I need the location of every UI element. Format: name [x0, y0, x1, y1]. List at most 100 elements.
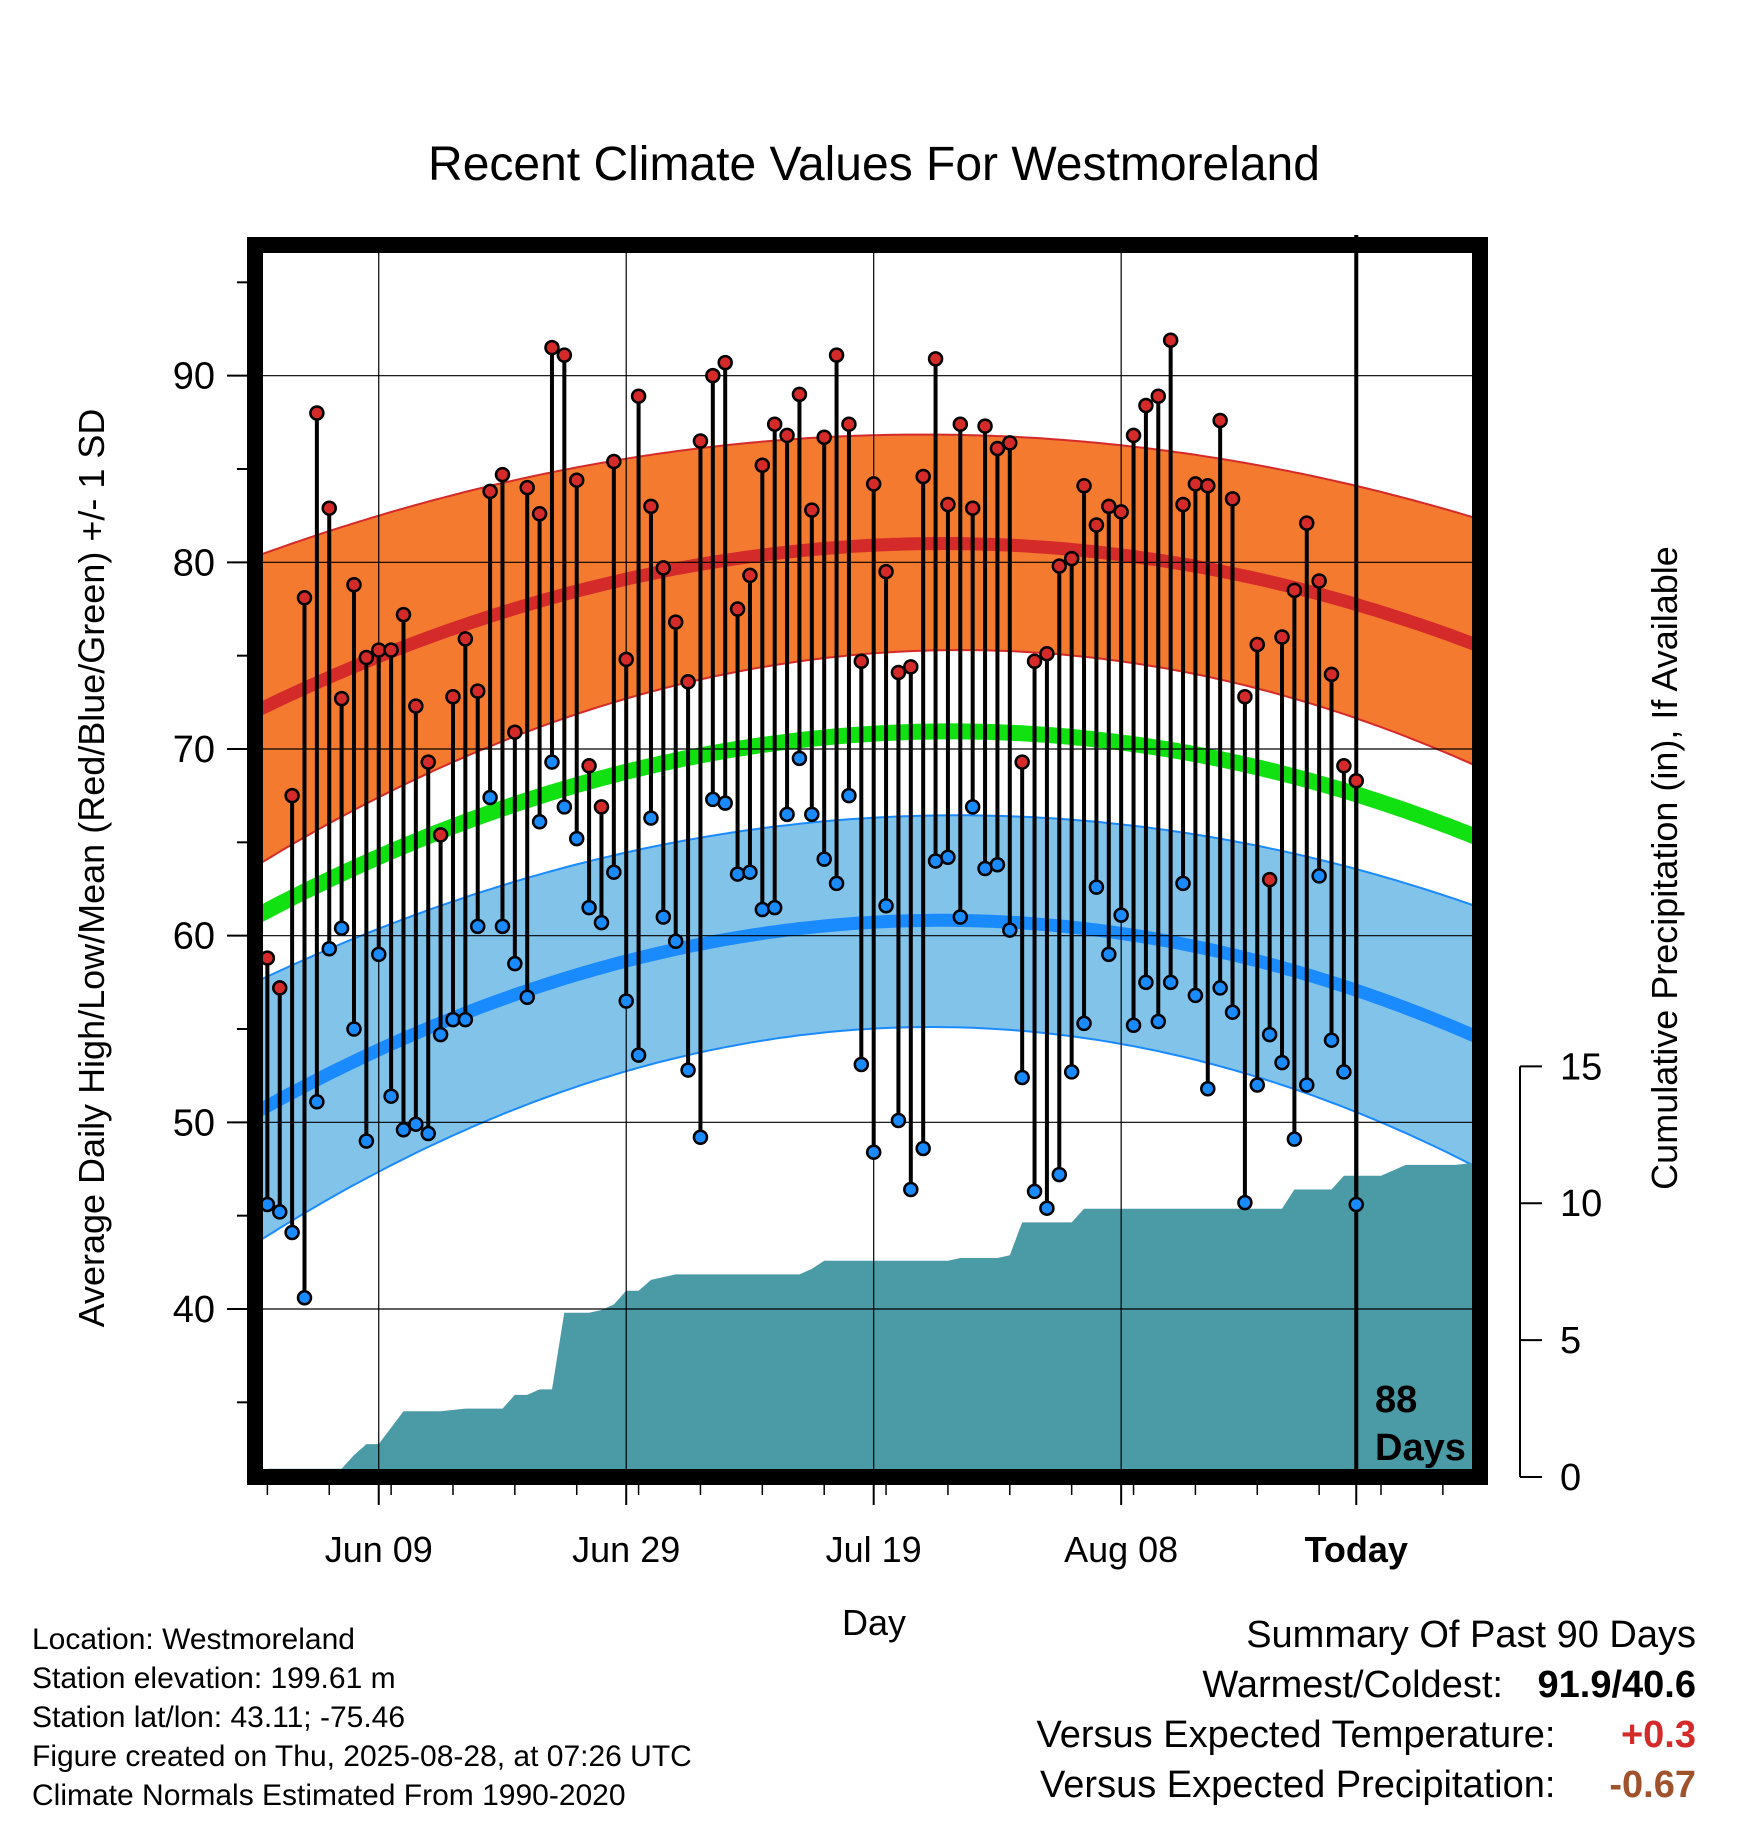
daily-low-point	[544, 754, 560, 770]
daily-low-point	[432, 1026, 449, 1043]
daily-high-point	[358, 649, 375, 666]
daily-high-point	[804, 502, 820, 518]
daily-high-point	[667, 614, 684, 630]
x-tick-label: Aug 08	[1064, 1529, 1178, 1570]
daily-high-point	[643, 498, 659, 515]
daily-high-point	[865, 476, 882, 492]
y-tick-label: 40	[173, 1289, 215, 1331]
daily-low-point	[1237, 1194, 1253, 1211]
daily-low-point	[358, 1133, 375, 1149]
daily-low-point	[445, 1011, 461, 1028]
daily-low-point	[1286, 1131, 1303, 1147]
daily-low-point	[395, 1122, 412, 1138]
daily-low-point	[383, 1088, 399, 1104]
daily-high-point	[1101, 498, 1117, 515]
daily-high-point	[1014, 754, 1030, 770]
daily-low-point	[1311, 868, 1327, 884]
daily-high-point	[779, 427, 795, 444]
daily-low-point	[680, 1062, 696, 1078]
daily-low-point	[1212, 980, 1228, 996]
summary-precip-row: Versus Expected Precipitation: -0.67	[1037, 1760, 1696, 1810]
daily-low-point	[1261, 1026, 1278, 1043]
daily-low-point	[1187, 987, 1204, 1004]
daily-high-point	[296, 590, 313, 606]
summary-heading: Summary Of Past 90 Days	[1246, 1614, 1696, 1656]
daily-points	[247, 332, 1365, 1306]
daily-low-point	[1323, 1032, 1340, 1048]
daily-low-point	[667, 933, 684, 950]
daily-high-point	[309, 405, 325, 421]
created-text: Figure created on Thu, 2025-08-28, at 07…	[32, 1740, 692, 1773]
daily-low-point	[507, 955, 523, 972]
x-tick-label: Jun 09	[325, 1529, 433, 1570]
daily-low-point	[1162, 974, 1179, 991]
daily-low-point	[779, 806, 795, 823]
daily-low-point	[915, 1140, 931, 1157]
daily-low-point	[865, 1144, 882, 1160]
daily-high-point	[1274, 629, 1290, 645]
daily-low-point	[890, 1112, 907, 1129]
daily-low-point	[457, 1011, 474, 1028]
daily-high-point	[1063, 550, 1080, 567]
daily-high-point	[1311, 573, 1327, 589]
daily-low-point	[1175, 875, 1191, 892]
daily-high-point	[408, 698, 424, 714]
daily-low-point	[729, 866, 746, 882]
daily-high-point	[1348, 772, 1365, 789]
daily-low-point	[408, 1116, 424, 1132]
x-tick-label: Jul 19	[826, 1529, 922, 1570]
daily-high-point	[1162, 332, 1179, 348]
daily-high-point	[952, 416, 969, 432]
y-tick-label: 70	[173, 729, 215, 771]
temp-anomaly-value: +0.3	[1620, 1714, 1696, 1756]
daily-high-point	[383, 642, 399, 658]
low-band-lower-edge	[254, 1026, 1481, 1245]
daily-high-point	[284, 787, 300, 804]
daily-low-point	[1002, 922, 1018, 938]
daily-high-point	[1336, 758, 1352, 774]
daily-low-point	[1138, 974, 1154, 991]
daily-high-point	[1224, 491, 1241, 507]
summary-temp-row: Versus Expected Temperature: +0.3	[1037, 1710, 1696, 1760]
daily-high-point	[544, 339, 560, 356]
normal-high-line	[252, 537, 1483, 718]
daily-low-point	[643, 810, 659, 826]
daily-low-point	[333, 920, 350, 936]
daily-high-point	[754, 457, 771, 474]
daily-high-point	[915, 468, 931, 485]
daily-high-point	[1249, 636, 1266, 653]
daily-low-point	[1014, 1069, 1030, 1086]
daily-low-point	[618, 993, 634, 1009]
y-tick-label: 90	[173, 356, 215, 398]
daily-low-point	[1101, 946, 1117, 963]
daily-low-point	[1051, 1166, 1068, 1183]
daily-high-point	[742, 567, 758, 584]
days-count: 88	[1375, 1379, 1417, 1421]
daily-low-point	[581, 899, 597, 916]
daily-low-point	[321, 940, 337, 957]
daily-high-point	[1125, 427, 1142, 444]
daily-high-point	[977, 418, 993, 434]
daily-low-point	[742, 864, 758, 880]
elevation-text: Station elevation: 199.61 m	[32, 1662, 396, 1695]
y-tick-label: 80	[173, 542, 215, 584]
daily-high-point	[927, 351, 944, 367]
daily-low-point	[853, 1056, 870, 1073]
daily-low-point	[977, 860, 993, 877]
daily-low-point	[1039, 1200, 1055, 1216]
warmest-value: 91.9/40.6	[1537, 1664, 1696, 1706]
daily-high-point	[593, 799, 610, 815]
daily-low-point	[1150, 1013, 1167, 1030]
days-word: Days	[1375, 1427, 1466, 1469]
x-axis-label: Day	[842, 1602, 906, 1643]
y2-tick-label: 10	[1560, 1183, 1602, 1225]
warmest-label: Warmest/Coldest:	[1202, 1664, 1503, 1706]
daily-low-point	[309, 1094, 325, 1110]
daily-high-point	[420, 754, 436, 770]
summary-panel: Summary Of Past 90 Days Warmest/Coldest:…	[1037, 1610, 1696, 1810]
daily-high-point	[791, 386, 808, 403]
daily-high-point	[964, 500, 981, 516]
daily-high-point	[1051, 558, 1068, 574]
normals-text: Climate Normals Estimated From 1990-2020	[32, 1779, 626, 1812]
